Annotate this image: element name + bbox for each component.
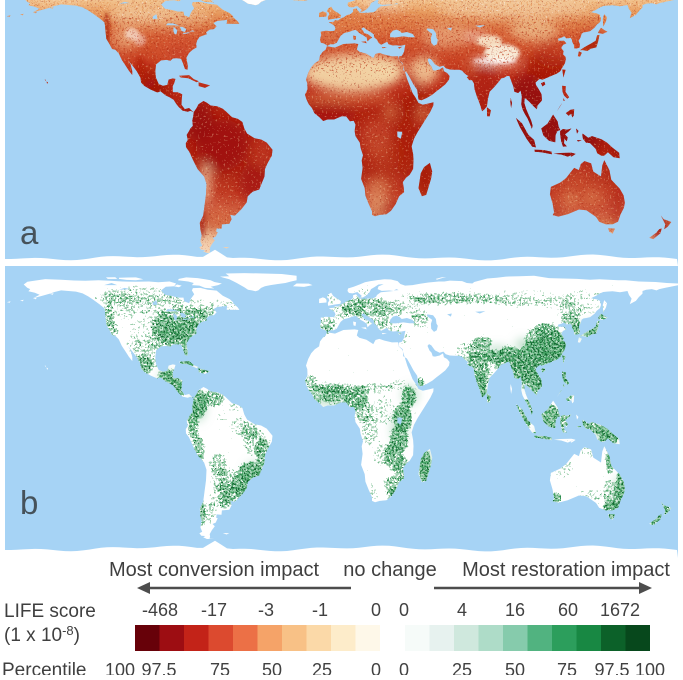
- svg-text:0: 0: [371, 600, 381, 620]
- svg-text:1672: 1672: [600, 600, 640, 620]
- svg-text:-3: -3: [258, 600, 274, 620]
- svg-text:Most restoration impact: Most restoration impact: [462, 559, 670, 581]
- svg-text:-1: -1: [312, 600, 328, 620]
- svg-text:75: 75: [557, 660, 577, 675]
- svg-text:0: 0: [399, 600, 409, 620]
- svg-text:Percentile: Percentile: [2, 660, 87, 675]
- svg-text:-17: -17: [201, 600, 227, 620]
- svg-text:25: 25: [452, 660, 472, 675]
- svg-text:(1 x 10-8): (1 x 10-8): [4, 623, 80, 646]
- svg-text:16: 16: [505, 600, 525, 620]
- svg-text:0: 0: [399, 660, 409, 675]
- svg-text:Most conversion impact: Most conversion impact: [109, 559, 320, 581]
- svg-text:a: a: [20, 214, 39, 251]
- svg-text:no change: no change: [343, 559, 436, 581]
- svg-text:4: 4: [457, 600, 467, 620]
- svg-text:25: 25: [312, 660, 332, 675]
- svg-text:LIFE score: LIFE score: [4, 601, 96, 622]
- svg-text:50: 50: [262, 660, 282, 675]
- svg-text:100: 100: [635, 660, 665, 675]
- svg-text:97.5: 97.5: [141, 660, 176, 675]
- svg-text:0: 0: [371, 660, 381, 675]
- svg-text:75: 75: [210, 660, 230, 675]
- svg-text:b: b: [20, 484, 38, 521]
- svg-text:-468: -468: [142, 600, 178, 620]
- svg-text:60: 60: [558, 600, 578, 620]
- svg-text:50: 50: [505, 660, 525, 675]
- svg-text:97.5: 97.5: [594, 660, 629, 675]
- svg-text:100: 100: [105, 660, 135, 675]
